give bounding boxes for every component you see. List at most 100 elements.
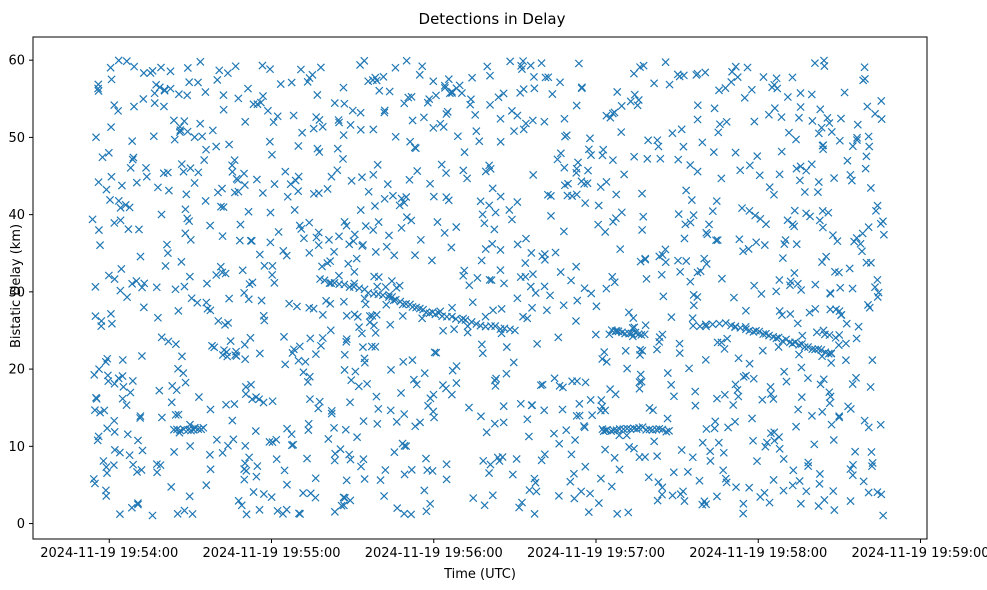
detection-marker	[580, 284, 589, 293]
detection-marker	[792, 135, 801, 144]
detection-marker	[652, 345, 662, 354]
detection-marker	[440, 83, 449, 92]
detection-marker	[574, 158, 583, 167]
detection-marker	[682, 257, 691, 266]
detection-marker	[216, 202, 225, 211]
detection-marker	[635, 63, 645, 72]
detection-marker	[834, 341, 843, 350]
detection-marker	[315, 397, 324, 406]
detection-marker	[724, 423, 733, 432]
detection-marker	[709, 148, 718, 157]
detection-marker	[400, 198, 409, 207]
detection-marker	[779, 486, 788, 495]
detection-marker	[728, 67, 737, 76]
detection-marker	[506, 57, 515, 66]
detection-marker	[228, 416, 237, 425]
detection-marker	[866, 258, 875, 267]
detection-marker	[259, 398, 268, 407]
detection-marker	[658, 483, 667, 492]
detection-marker	[836, 114, 846, 123]
detection-marker	[114, 196, 123, 205]
detection-marker	[183, 63, 192, 72]
detection-marker	[517, 65, 526, 74]
detection-marker	[395, 201, 404, 210]
detection-marker	[783, 216, 792, 225]
track-descending-2-marker	[824, 349, 833, 358]
detection-marker	[125, 203, 134, 212]
detection-marker	[608, 156, 617, 165]
detection-marker	[774, 342, 783, 351]
detection-marker	[100, 406, 109, 415]
detection-marker	[137, 351, 146, 361]
detection-marker	[218, 268, 227, 277]
detection-marker	[294, 172, 303, 181]
detection-marker	[279, 332, 288, 341]
detection-marker	[777, 147, 786, 156]
detection-marker	[241, 117, 250, 126]
detection-marker	[560, 163, 569, 172]
detection-marker	[665, 80, 674, 89]
track-descending-1-marker	[378, 291, 387, 300]
detection-marker	[244, 295, 253, 304]
detection-marker	[540, 282, 549, 291]
detection-marker	[339, 297, 348, 306]
detection-marker	[426, 499, 435, 508]
detection-marker	[304, 419, 313, 428]
detection-marker	[516, 273, 525, 282]
detection-marker	[685, 364, 694, 373]
detection-marker	[629, 69, 638, 78]
detection-marker	[128, 155, 137, 164]
detection-marker	[411, 422, 420, 431]
detection-marker	[555, 439, 564, 448]
detection-marker	[104, 271, 113, 280]
detection-marker	[473, 273, 482, 282]
detection-marker	[353, 312, 362, 321]
detection-marker	[212, 142, 221, 151]
detection-marker	[540, 250, 549, 259]
detection-marker	[357, 329, 366, 338]
detection-marker	[572, 101, 581, 110]
detection-marker	[721, 474, 730, 483]
detection-marker	[639, 212, 648, 221]
detection-marker	[745, 161, 754, 170]
detection-marker	[846, 497, 855, 506]
track-descending-2-marker	[755, 327, 764, 336]
detection-marker	[318, 333, 327, 342]
detection-marker	[521, 234, 531, 243]
detection-marker	[193, 78, 203, 87]
detection-marker	[530, 84, 539, 93]
detection-marker	[306, 334, 315, 343]
detection-marker	[644, 136, 653, 145]
detection-marker	[447, 88, 457, 97]
detection-marker	[429, 77, 438, 86]
detection-marker	[841, 339, 851, 348]
detection-marker	[182, 190, 191, 199]
detection-marker	[171, 285, 180, 294]
detection-marker	[400, 470, 409, 479]
detection-marker	[757, 289, 766, 298]
detection-marker	[747, 85, 756, 94]
detection-marker	[281, 360, 290, 369]
detection-marker	[311, 350, 320, 359]
detection-marker	[556, 149, 565, 158]
detection-marker	[481, 167, 490, 176]
detection-marker	[225, 140, 234, 149]
detection-marker	[669, 468, 678, 477]
detection-marker	[796, 162, 805, 171]
detection-marker	[793, 319, 802, 328]
detection-marker	[877, 490, 886, 499]
detection-marker	[490, 225, 499, 234]
detection-marker	[775, 170, 784, 179]
detection-marker	[489, 306, 498, 315]
detection-marker	[270, 180, 279, 189]
detection-marker	[689, 290, 698, 299]
detection-marker	[174, 306, 183, 315]
detection-marker	[122, 401, 131, 410]
detection-marker	[521, 259, 530, 268]
detection-marker	[173, 364, 183, 373]
detection-marker	[139, 94, 148, 104]
detection-marker	[810, 59, 819, 68]
detection-marker	[853, 133, 862, 142]
detection-marker	[586, 489, 595, 498]
detection-marker	[340, 493, 349, 502]
